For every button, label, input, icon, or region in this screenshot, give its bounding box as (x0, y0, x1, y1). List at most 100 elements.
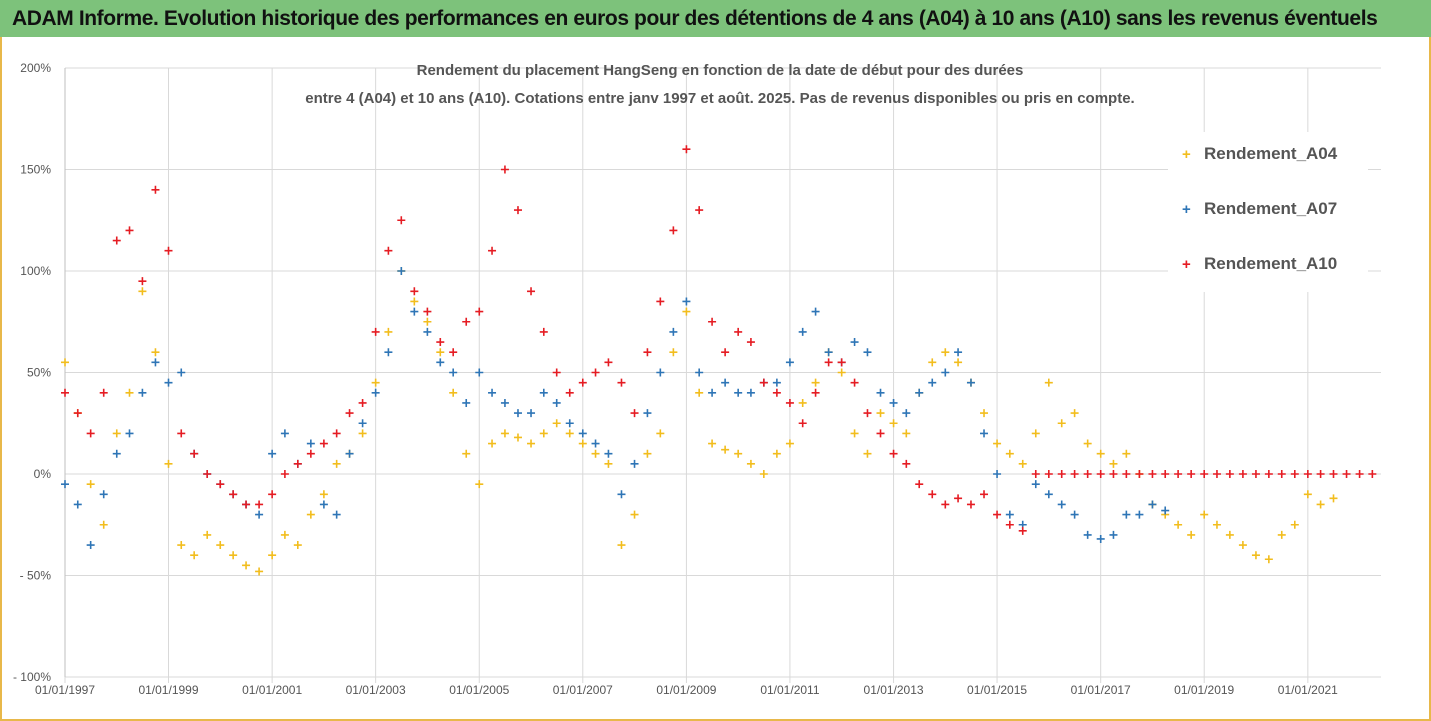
data-point (397, 216, 406, 225)
data-point (811, 388, 820, 397)
data-point (1057, 470, 1066, 478)
data-point (643, 449, 652, 458)
data-point (1316, 500, 1325, 509)
points-layer (61, 145, 1377, 576)
data-point (1200, 470, 1209, 478)
data-point (1225, 530, 1234, 539)
data-point (876, 388, 885, 397)
data-point (617, 490, 626, 499)
data-point (319, 439, 328, 448)
data-point (86, 541, 95, 550)
data-point (293, 459, 302, 468)
data-point (915, 388, 924, 397)
data-point (138, 277, 147, 286)
data-point (928, 490, 937, 499)
data-point (708, 317, 717, 326)
data-point (527, 439, 536, 448)
data-point (462, 317, 471, 326)
data-point (993, 439, 1002, 448)
data-point (268, 551, 277, 560)
data-point (345, 409, 354, 418)
data-point (811, 378, 820, 387)
data-point (1329, 470, 1338, 478)
data-point (371, 388, 380, 397)
data-point (345, 449, 354, 458)
data-point (449, 388, 458, 397)
data-point (125, 429, 134, 438)
series-a07 (61, 267, 1170, 550)
data-point (384, 327, 393, 336)
data-point (203, 530, 212, 539)
data-point (772, 378, 781, 387)
data-point (190, 449, 199, 458)
data-point (1329, 494, 1338, 503)
data-point (1044, 470, 1053, 478)
data-point (1251, 470, 1260, 478)
y-tick-label: 150% (20, 163, 51, 177)
chart-legend: + Rendement_A04 + Rendement_A07 + Rendem… (1168, 132, 1368, 292)
data-point (1174, 470, 1183, 478)
x-tick-label: 01/01/2009 (656, 683, 716, 697)
data-point (1135, 510, 1144, 519)
data-point (1368, 470, 1377, 478)
data-point (759, 378, 768, 387)
data-point (1303, 490, 1312, 499)
y-tick-label: 50% (27, 366, 51, 380)
data-point (371, 327, 380, 336)
data-point (552, 368, 561, 377)
data-point (889, 449, 898, 458)
data-point (164, 378, 173, 387)
data-point (1212, 520, 1221, 529)
data-point (565, 419, 574, 428)
data-point (941, 368, 950, 377)
data-point (125, 226, 134, 235)
data-point (539, 327, 548, 336)
data-point (242, 561, 251, 570)
data-point (216, 480, 225, 489)
data-point (552, 419, 561, 428)
data-point (565, 388, 574, 397)
data-point (682, 297, 691, 306)
data-point (824, 348, 833, 357)
data-point (1070, 510, 1079, 519)
data-point (280, 530, 289, 539)
data-point (785, 398, 794, 407)
data-point (643, 348, 652, 357)
data-point (643, 409, 652, 418)
data-point (837, 368, 846, 377)
data-point (384, 348, 393, 357)
data-point (539, 429, 548, 438)
x-tick-label: 01/01/2005 (449, 683, 509, 697)
chart-title-line2: entre 4 (A04) et 10 ans (A10). Cotations… (305, 90, 1135, 107)
data-point (863, 409, 872, 418)
data-point (772, 449, 781, 458)
x-tick-label: 01/01/2019 (1174, 683, 1234, 697)
data-point (125, 388, 134, 397)
data-point (513, 433, 522, 442)
data-point (721, 445, 730, 454)
data-point (941, 500, 950, 509)
data-point (993, 470, 1002, 478)
data-point (332, 429, 341, 438)
x-tick-label: 01/01/2011 (760, 683, 819, 697)
data-point (1225, 470, 1234, 478)
data-point (954, 358, 963, 367)
legend-a07-label: Rendement_A07 (1204, 199, 1338, 218)
data-point (1018, 459, 1027, 468)
data-point (488, 246, 497, 255)
x-tick-label: 01/01/2013 (864, 683, 924, 697)
data-point (876, 429, 885, 438)
data-point (462, 449, 471, 458)
data-point (423, 307, 432, 316)
data-point (527, 287, 536, 296)
data-point (410, 287, 419, 296)
data-point (876, 409, 885, 418)
data-point (1212, 470, 1221, 478)
data-point (177, 541, 186, 550)
data-point (319, 490, 328, 499)
data-point (1187, 470, 1196, 478)
data-point (811, 307, 820, 316)
data-point (99, 490, 108, 499)
data-point (488, 388, 497, 397)
data-point (255, 510, 264, 519)
